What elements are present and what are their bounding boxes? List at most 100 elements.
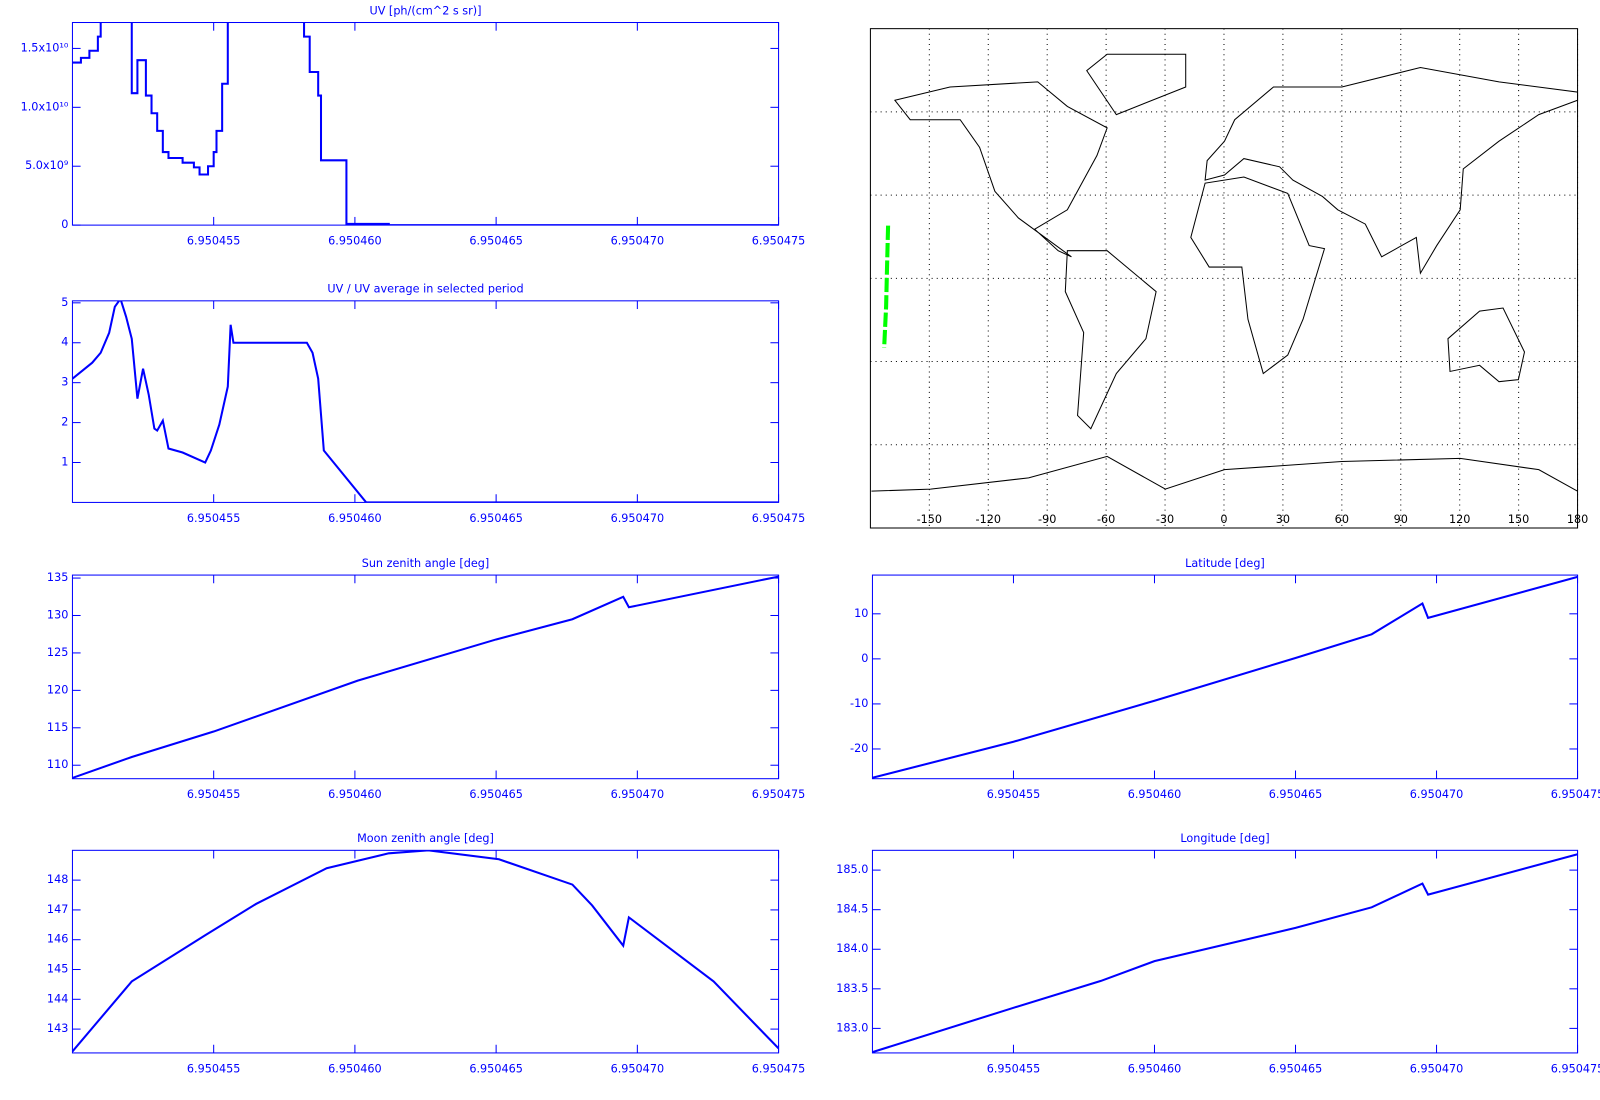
y-tick-label: 147 xyxy=(47,903,68,916)
south-america xyxy=(1064,250,1157,430)
y-tick-label: -10 xyxy=(850,697,868,710)
y-tick-label: 146 xyxy=(47,933,68,946)
australia xyxy=(1447,307,1526,383)
chart: Latitude [deg] 6.950455 6.950460 6.950465 6.… xyxy=(850,557,1600,801)
y-tick-label: 0 xyxy=(61,218,68,231)
x-tick-label: 6.950470 xyxy=(611,788,665,801)
y-tick-label: 145 xyxy=(47,962,68,975)
x-tick-label: 0 xyxy=(1220,513,1227,526)
chart-title: Sun zenith angle [deg] xyxy=(362,557,490,570)
satellite-track xyxy=(882,225,891,348)
x-tick-label: 6.950465 xyxy=(469,788,523,801)
x-tick-label: 6.950455 xyxy=(187,788,241,801)
x-tick-label: 6.950455 xyxy=(987,788,1041,801)
x-tick-label: 6.950470 xyxy=(1410,788,1464,801)
step-line xyxy=(72,22,779,226)
y-tick-label: 184.0 xyxy=(836,942,868,955)
x-tick-label: -90 xyxy=(1038,513,1056,526)
y-tick-label: 183.0 xyxy=(836,1021,868,1034)
y-tick-label: 185.0 xyxy=(836,863,868,876)
y-tick-label: 110 xyxy=(47,758,68,771)
africa xyxy=(1190,176,1326,375)
north-america xyxy=(894,81,1108,258)
x-tick-label: 6.950455 xyxy=(187,512,241,525)
y-tick-label: 4 xyxy=(61,336,68,349)
data-line xyxy=(72,575,779,779)
x-tick-label: 6.950475 xyxy=(752,512,806,525)
x-tick-label: 6.950465 xyxy=(1269,1062,1323,1075)
chart-title: UV / UV average in selected period xyxy=(327,283,523,296)
y-tick-label: 5.0x10⁹ xyxy=(25,159,69,172)
x-tick-label: 6.950465 xyxy=(469,512,523,525)
x-tick-label: 6.950460 xyxy=(328,1062,382,1075)
x-tick-label: -30 xyxy=(1156,513,1174,526)
x-tick-label: 6.950475 xyxy=(752,1062,806,1075)
chart: Longitude [deg] 6.950455 6.950460 6.950465 6… xyxy=(836,832,1600,1075)
x-tick-label: 6.950460 xyxy=(328,788,382,801)
x-tick-label: 6.950460 xyxy=(328,512,382,525)
y-tick-label: 0 xyxy=(861,652,868,665)
x-tick-label: 6.950460 xyxy=(1128,1062,1182,1075)
data-line xyxy=(72,850,779,1053)
y-tick-label: 125 xyxy=(47,646,68,659)
x-tick-label: 6.950455 xyxy=(987,1062,1041,1075)
x-tick-label: 6.950460 xyxy=(1128,788,1182,801)
chart-title: Longitude [deg] xyxy=(1180,832,1269,845)
plot-frame xyxy=(871,574,1579,780)
y-tick-label: 143 xyxy=(47,1022,68,1035)
x-tick-label: 6.950465 xyxy=(469,1062,523,1075)
y-tick-label: 115 xyxy=(47,721,68,734)
chart: -150 -120 -90 -60 -30 0 30 60 90 120 150 180 xyxy=(869,28,1588,529)
chart-title: Moon zenith angle [deg] xyxy=(357,832,494,845)
y-tick-label: 2 xyxy=(61,416,68,429)
plot-frame xyxy=(71,574,780,780)
x-tick-label: 90 xyxy=(1394,513,1408,526)
y-tick-label: 10 xyxy=(854,607,868,620)
chart: UV / UV average in selected period 6.9504… xyxy=(61,283,805,525)
chart: UV [ph/(cm^2 s sr)] 6.950455 6.950460 6.950… xyxy=(21,4,806,247)
data-line xyxy=(872,853,1578,1053)
x-tick-label: 6.950470 xyxy=(611,512,665,525)
x-tick-label: 150 xyxy=(1508,513,1529,526)
x-tick-label: 6.950465 xyxy=(469,234,523,247)
x-tick-label: -150 xyxy=(917,513,942,526)
y-tick-label: 1 xyxy=(61,455,68,468)
x-tick-label: -60 xyxy=(1097,513,1115,526)
y-tick-label: 144 xyxy=(47,992,68,1005)
y-tick-label: 1.5x10¹⁰ xyxy=(21,41,69,54)
coastlines xyxy=(871,53,1579,492)
x-tick-label: 6.950475 xyxy=(752,788,806,801)
chart-title: Latitude [deg] xyxy=(1185,557,1265,570)
y-tick-label: 135 xyxy=(47,571,68,584)
antarctica xyxy=(871,455,1578,492)
y-tick-label: 1.0x10¹⁰ xyxy=(21,100,69,113)
x-tick-label: -120 xyxy=(976,513,1001,526)
chart: Moon zenith angle [deg] 6.950455 6.950460 6… xyxy=(47,832,805,1075)
x-tick-label: 6.950475 xyxy=(1551,788,1600,801)
x-tick-label: 120 xyxy=(1449,513,1470,526)
chart: Sun zenith angle [deg] 6.950455 6.950460 6.… xyxy=(47,557,805,801)
y-tick-label: 183.5 xyxy=(836,982,868,995)
greenland xyxy=(1086,53,1187,116)
x-tick-label: 30 xyxy=(1276,513,1290,526)
y-tick-label: 3 xyxy=(61,376,68,389)
x-tick-label: 180 xyxy=(1567,513,1588,526)
y-tick-label: 5 xyxy=(61,296,68,309)
y-tick-label: -20 xyxy=(850,742,868,755)
x-tick-label: 6.950475 xyxy=(1551,1062,1600,1075)
data-line xyxy=(72,300,779,503)
x-tick-label: 6.950460 xyxy=(328,234,382,247)
eurasia xyxy=(1204,67,1579,275)
y-tick-label: 148 xyxy=(47,873,68,886)
plot-frame xyxy=(871,849,1579,1054)
chart-title: UV [ph/(cm^2 s sr)] xyxy=(369,4,481,17)
x-tick-label: 60 xyxy=(1335,513,1349,526)
x-tick-label: 6.950470 xyxy=(611,234,665,247)
x-tick-label: 6.950470 xyxy=(1410,1062,1464,1075)
x-tick-label: 6.950475 xyxy=(752,234,806,247)
x-tick-label: 6.950455 xyxy=(187,1062,241,1075)
data-line xyxy=(872,575,1578,779)
x-tick-label: 6.950455 xyxy=(187,234,241,247)
